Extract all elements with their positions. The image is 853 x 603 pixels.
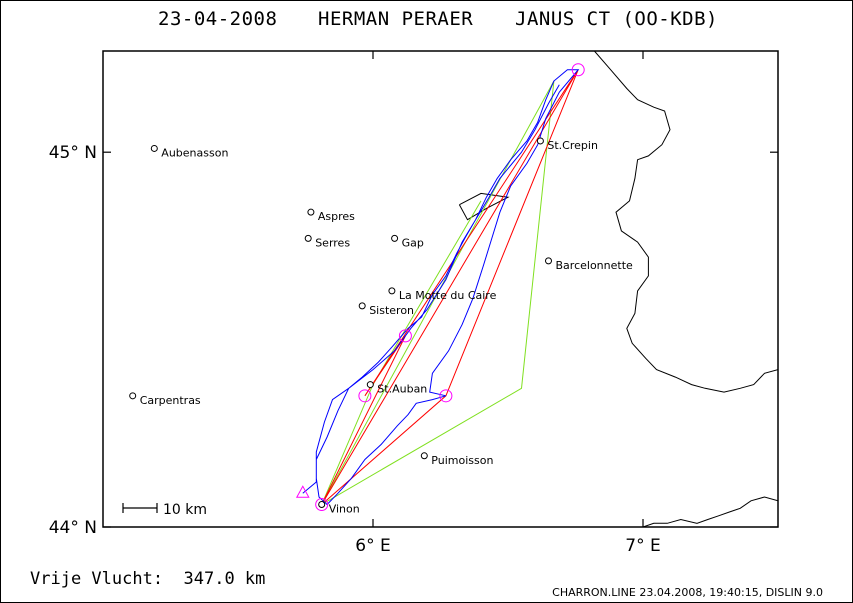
- place-marker-5: [358, 302, 366, 310]
- coastline: [642, 496, 778, 527]
- place-marker-11: [318, 501, 326, 509]
- map-frame: [102, 50, 779, 528]
- turnpoint-0: [571, 63, 585, 77]
- turnpoint-3: [358, 389, 372, 403]
- place-label-8: St.Auban: [377, 383, 427, 396]
- place-label-7: St.Crepin: [547, 139, 598, 152]
- y-tick-label-0: 44° N: [49, 518, 97, 538]
- place-label-10: Puimoisson: [431, 454, 493, 467]
- place-marker-7: [536, 137, 544, 145]
- pilot-name: HERMAN PERAER: [318, 8, 474, 30]
- place-label-0: Aubenasson: [161, 146, 228, 159]
- place-marker-4: [388, 287, 396, 295]
- x-tick-label-0: 6° E: [355, 536, 390, 556]
- place-marker-3: [391, 234, 399, 242]
- flight-track: [302, 69, 580, 506]
- start-marker: [295, 485, 310, 498]
- country-border: [594, 51, 778, 393]
- place-marker-8: [366, 381, 374, 389]
- place-marker-6: [545, 257, 552, 265]
- map-labels: Aubenasson Aspres Serres Gap La Motte du Cai…: [129, 137, 634, 516]
- place-label-2: Serres: [315, 236, 350, 249]
- place-label-9: Carpentras: [140, 394, 201, 407]
- place-label-5: Sisteron: [369, 304, 414, 317]
- x-tick-label-1: 7° E: [625, 536, 660, 556]
- glider-name: JANUS CT (OO-KDB): [515, 8, 718, 30]
- place-marker-1: [307, 208, 315, 216]
- place-label-1: Aspres: [318, 210, 355, 223]
- turnpoint-1: [439, 389, 453, 403]
- y-tick-label-1: 45° N: [49, 143, 97, 163]
- turnpoint-2: [398, 329, 412, 343]
- turnpoint-4: [315, 498, 329, 512]
- map-layers: [295, 51, 778, 527]
- flight-date: 23-04-2008: [158, 8, 278, 30]
- lake-serre-poncon: [458, 192, 510, 221]
- free-flight-distance: Vrije Vlucht: 347.0 km: [30, 569, 266, 589]
- place-label-4: La Motte du Caire: [399, 289, 497, 302]
- scale-bar-label: 10 km: [163, 502, 207, 518]
- place-marker-2: [304, 234, 312, 242]
- place-label-6: Barcelonnette: [556, 259, 634, 272]
- place-label-11: Vinon: [329, 503, 360, 516]
- place-marker-0: [150, 144, 158, 152]
- task-line-red: [321, 69, 579, 505]
- axis-ticks: 6° E 7° E 44° N 45° N: [49, 51, 778, 556]
- place-label-3: Gap: [402, 236, 424, 249]
- plot-meta: CHARRON.LINE 23.04.2008, 19:40:15, DISLI…: [552, 586, 823, 599]
- place-marker-10: [420, 452, 428, 460]
- scale-bar: 10 km: [122, 502, 207, 518]
- place-marker-9: [129, 392, 137, 400]
